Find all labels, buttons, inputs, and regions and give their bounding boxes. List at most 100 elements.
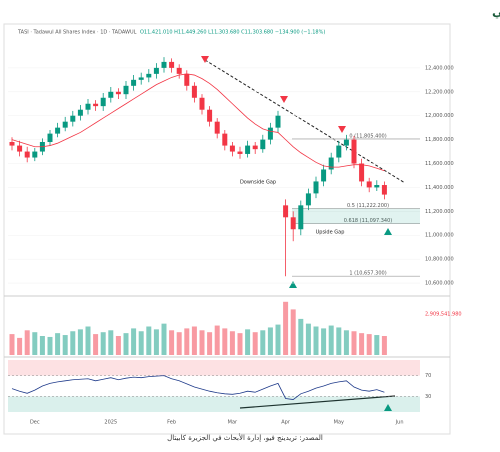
volume-bar xyxy=(169,330,175,355)
volume-bar xyxy=(313,326,319,355)
fib-label: 0.5 (11,222.200) xyxy=(347,203,389,209)
ohlc: O11,421.010 H11,449.260 L11,303.680 C11,… xyxy=(140,30,325,36)
candle-body xyxy=(298,205,304,230)
rsi-tick-label: 30 xyxy=(425,394,431,400)
volume-bar xyxy=(70,331,76,355)
x-tick-label: Dec xyxy=(30,420,40,426)
volume-bar xyxy=(366,334,372,355)
x-tick-label: Feb xyxy=(167,420,176,426)
source: المصدر: تريدينج فيو، إدارة الأبحاث في ال… xyxy=(167,433,323,442)
annotation: Downside Gap xyxy=(240,180,276,186)
volume-bar xyxy=(115,336,121,355)
volume-bar xyxy=(290,309,296,355)
x-tick-label: 2025 xyxy=(104,420,117,426)
candle-body xyxy=(191,85,197,98)
candle-body xyxy=(115,91,121,95)
candle-body xyxy=(9,141,15,146)
candle-body xyxy=(229,145,235,152)
candle-body xyxy=(351,139,357,164)
volume-bar xyxy=(260,330,266,355)
x-tick-label: May xyxy=(334,420,344,426)
volume-bar xyxy=(184,328,190,355)
y-tick-label: 12,000.000 xyxy=(425,113,454,119)
y-tick-label: 10,800.000 xyxy=(425,257,454,263)
candle-body xyxy=(70,115,76,122)
candle-body xyxy=(381,185,387,195)
candle-body xyxy=(313,181,319,194)
volume-label: 2,909,541.980 xyxy=(425,312,462,318)
volume-bar xyxy=(351,331,357,355)
candle-body xyxy=(77,109,83,116)
volume-bar xyxy=(93,334,99,355)
candle-body xyxy=(267,127,273,140)
volume-bar xyxy=(199,330,205,355)
rsi-line xyxy=(11,375,385,400)
candle-body xyxy=(328,157,334,170)
fib-zone xyxy=(292,208,420,224)
volume-bar xyxy=(305,323,311,355)
volume-bar xyxy=(321,328,327,355)
frame xyxy=(3,23,451,435)
candle-body xyxy=(85,103,91,110)
candle-body xyxy=(275,115,281,128)
candle-body xyxy=(321,169,327,182)
candle-body xyxy=(131,79,137,86)
volume-bar xyxy=(39,336,45,355)
volume-bar xyxy=(207,332,213,355)
arrows xyxy=(201,56,392,411)
volume-bar xyxy=(252,332,258,355)
volume-bar xyxy=(108,330,114,355)
overbought-zone xyxy=(8,360,420,376)
candle-body xyxy=(283,205,289,218)
volume-bar xyxy=(222,328,228,355)
red-arrow xyxy=(338,126,346,133)
candle-body xyxy=(336,145,342,158)
candle-body xyxy=(290,217,296,230)
candle-body xyxy=(245,145,251,154)
candle-body xyxy=(359,163,365,182)
candle-body xyxy=(252,145,258,150)
volume-bar xyxy=(24,330,30,355)
candle-body xyxy=(146,73,152,78)
candle-body xyxy=(169,61,175,68)
volume-bar xyxy=(77,329,83,355)
x-tick-label: Mar xyxy=(228,420,238,426)
candle-body xyxy=(32,151,38,158)
oversold-zone xyxy=(8,396,420,412)
trend-line xyxy=(204,59,406,184)
candle-body xyxy=(184,73,190,86)
volume-bar xyxy=(153,329,159,355)
red-arrow xyxy=(201,56,209,63)
volume-bar xyxy=(161,323,167,355)
y-tick-label: 12,400.000 xyxy=(425,65,454,71)
volume-bar xyxy=(245,329,251,355)
volume-bar xyxy=(123,333,129,355)
candle-body xyxy=(260,139,266,150)
candle-body xyxy=(123,85,129,95)
candle-body xyxy=(47,133,53,142)
volume-bar xyxy=(283,301,289,355)
candle-body xyxy=(207,109,213,122)
candle-body xyxy=(55,127,61,134)
candle-body xyxy=(93,103,99,107)
y-tick-label: 11,600.000 xyxy=(425,161,454,167)
candle-body xyxy=(366,181,372,188)
y-tick-label: 11,200.000 xyxy=(425,209,454,215)
candle-body xyxy=(214,121,220,134)
y-tick-label: 11,000.000 xyxy=(425,233,454,239)
volume-bar xyxy=(9,334,15,355)
volume-bar xyxy=(229,331,235,355)
candle-body xyxy=(108,91,114,98)
chart-title: مؤشر السوق الرئيسي – الرسم البياني اليوم… xyxy=(492,5,500,20)
moving-average xyxy=(11,73,385,172)
candle-body xyxy=(17,145,23,152)
green-arrow xyxy=(384,404,392,411)
volume-bar xyxy=(237,333,243,355)
volume-bar xyxy=(374,335,380,355)
volume-bar xyxy=(138,331,144,355)
volume-bar xyxy=(328,325,334,355)
x-tick-label: Apr xyxy=(281,420,291,426)
y-tick-label: 11,400.000 xyxy=(425,185,454,191)
